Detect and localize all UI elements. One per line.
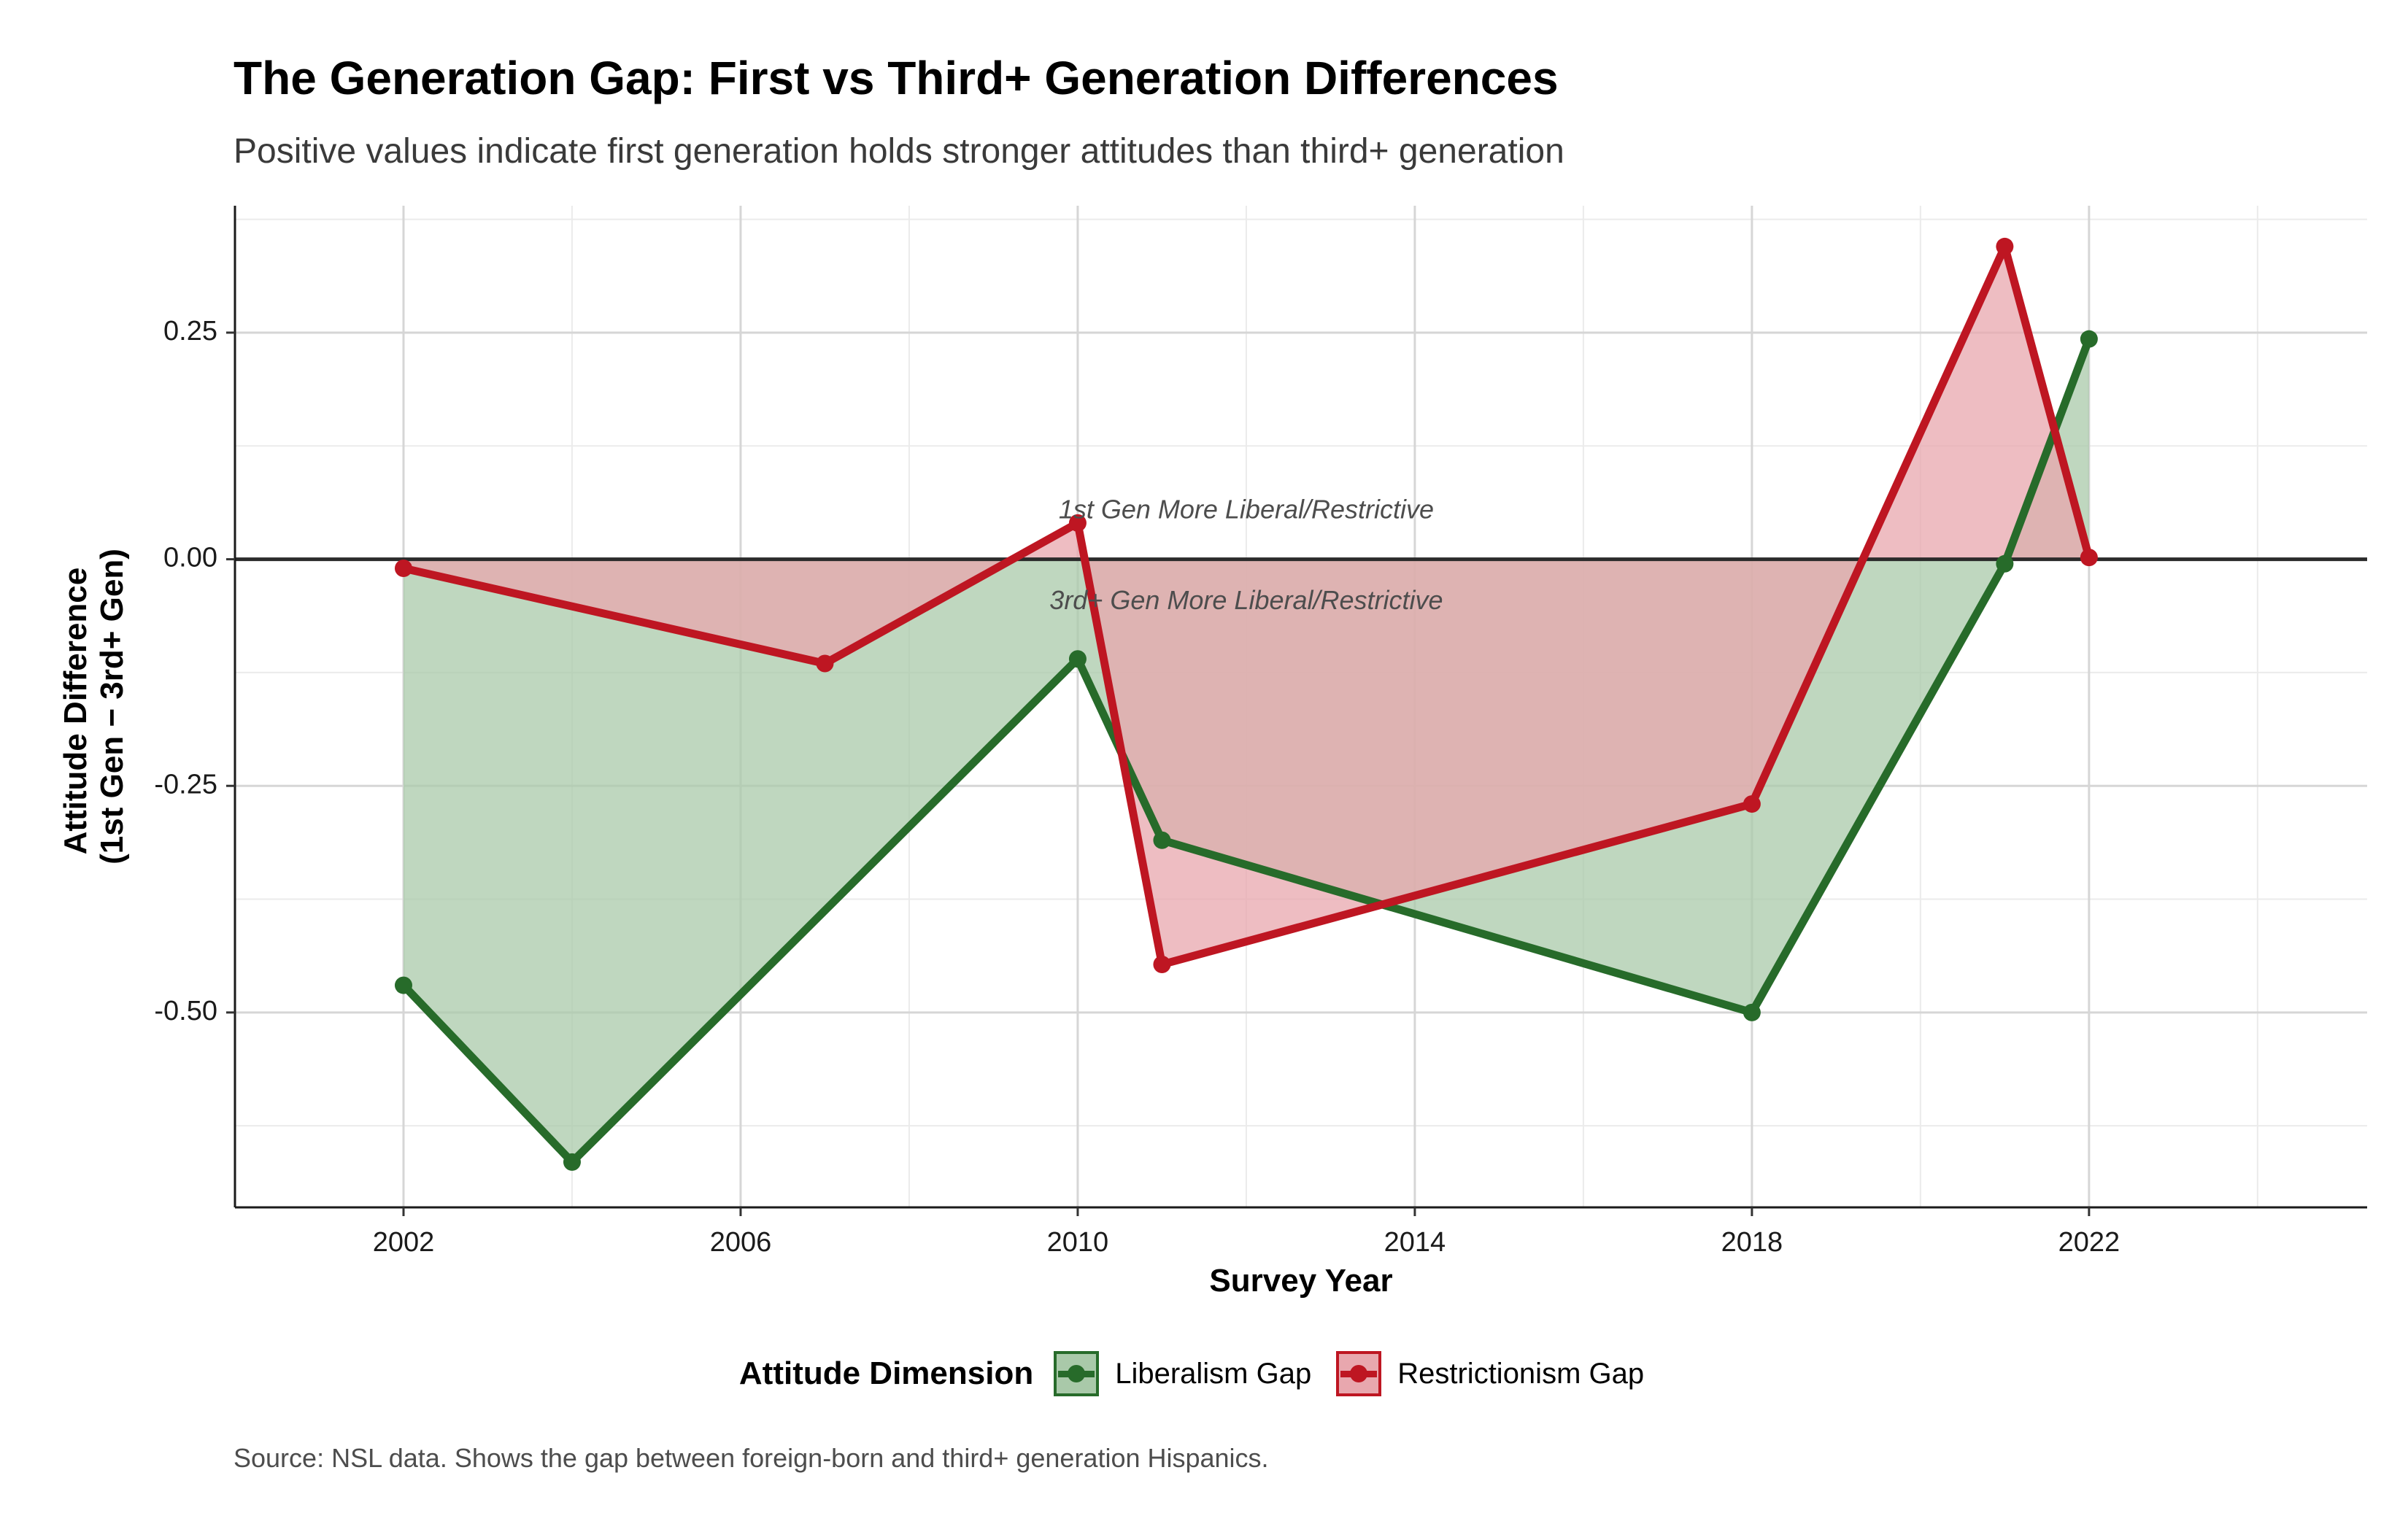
point-restrictionism-gap: [816, 654, 834, 673]
y-tick-label: 0.25: [163, 316, 217, 347]
legend-key-point: [1068, 1365, 1086, 1382]
point-liberalism-gap: [394, 976, 412, 994]
chart-subtitle: Positive values indicate first generatio…: [234, 132, 1564, 171]
point-restrictionism-gap: [2080, 549, 2098, 567]
point-restrictionism-gap: [394, 560, 412, 578]
legend: Attitude Dimension Liberalism Gap Restri…: [0, 1351, 2408, 1396]
y-axis-title-line1: Attitude Difference: [58, 568, 93, 855]
x-tick-label: 2002: [373, 1227, 435, 1258]
area-restrictionism-gap: [403, 246, 2089, 965]
chart-caption: Source: NSL data. Shows the gap between …: [234, 1443, 1269, 1473]
point-liberalism-gap: [2080, 330, 2098, 348]
legend-item-restrictionism-gap: Restrictionism Gap: [1336, 1351, 1644, 1396]
point-liberalism-gap: [1743, 1003, 1761, 1021]
point-restrictionism-gap: [1743, 795, 1761, 813]
legend-key-point: [1350, 1365, 1368, 1382]
legend-key-liberalism-gap: [1054, 1351, 1100, 1396]
x-tick-label: 2014: [1384, 1227, 1446, 1258]
point-liberalism-gap: [1153, 831, 1171, 849]
x-tick-label: 2018: [1721, 1227, 1783, 1258]
legend-title: Attitude Dimension: [738, 1355, 1034, 1391]
point-liberalism-gap: [1068, 650, 1087, 668]
x-axis-title: Survey Year: [1209, 1263, 1392, 1299]
point-restrictionism-gap: [1068, 514, 1087, 532]
x-tick-label: 2010: [1047, 1227, 1109, 1258]
point-restrictionism-gap: [1996, 237, 2014, 255]
x-tick-label: 2022: [2058, 1227, 2120, 1258]
y-tick-label: -0.50: [154, 996, 217, 1026]
y-tick-label: 0.00: [163, 543, 217, 573]
point-restrictionism-gap: [1153, 956, 1171, 974]
point-liberalism-gap: [563, 1153, 581, 1171]
annotations: 1st Gen More Liberal/Restrictive 3rd+ Gen…: [1049, 495, 1443, 615]
legend-key-restrictionism-gap: [1336, 1351, 1382, 1396]
point-liberalism-gap: [1996, 554, 2014, 573]
annotation-label: 3rd+ Gen More Liberal/Restrictive: [1049, 585, 1443, 615]
series-points: [394, 237, 2098, 1171]
y-axis-title-line2: (1st Gen − 3rd+ Gen): [94, 549, 130, 864]
legend-label-liberalism-gap: Liberalism Gap: [1115, 1357, 1312, 1390]
annotation-label: 1st Gen More Liberal/Restrictive: [1059, 495, 1434, 525]
legend-label-restrictionism-gap: Restrictionism Gap: [1397, 1357, 1645, 1390]
y-axis-title: Attitude Difference (1st Gen − 3rd+ Gen): [58, 549, 130, 864]
x-axis-ticks: 2002 2006 2010 2014 2018 2022: [373, 1207, 2120, 1258]
series-areas: [403, 246, 2089, 1162]
x-tick-label: 2006: [710, 1227, 772, 1258]
legend-item-liberalism-gap: Liberalism Gap: [1054, 1351, 1311, 1396]
y-axis-ticks: -0.50 -0.25 0.00 0.25: [154, 316, 235, 1026]
y-tick-label: -0.25: [154, 769, 217, 800]
chart-title: The Generation Gap: First vs Third+ Gene…: [234, 52, 1559, 104]
